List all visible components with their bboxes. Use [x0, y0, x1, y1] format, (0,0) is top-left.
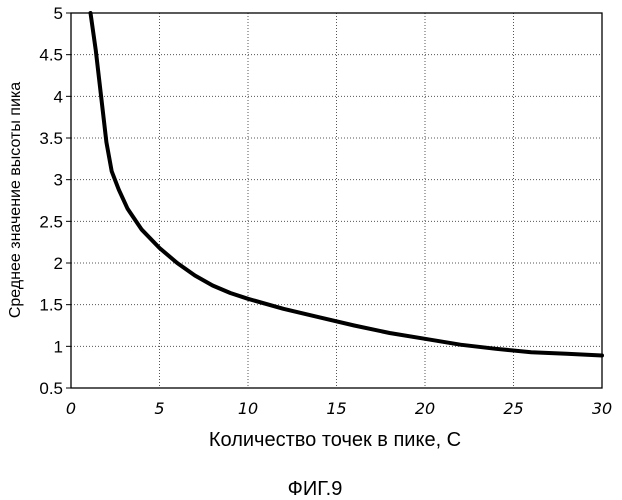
y-tick-label: 2.5 [39, 212, 63, 231]
x-tick-label: 15 [326, 399, 346, 418]
x-tick-label: 10 [238, 399, 258, 418]
y-tick-label: 1 [54, 337, 63, 356]
x-tick-label: 5 [154, 399, 164, 418]
y-tick-label: 2 [54, 254, 63, 273]
figure-caption: ФИГ.9 [288, 478, 343, 500]
y-axis-label: Среднее значение высоты пика [7, 82, 24, 318]
x-tick-label: 0 [66, 399, 76, 418]
grid-lines [71, 13, 602, 388]
y-tick-label: 3.5 [39, 129, 63, 148]
y-tick-labels: 0.5 1 1.5 2 2.5 3 3.5 4 4.5 5 [39, 4, 71, 398]
y-tick-label: 5 [54, 4, 63, 23]
data-curve [91, 13, 603, 356]
x-tick-label: 25 [503, 399, 523, 418]
y-tick-label: 3 [54, 171, 63, 190]
x-tick-label: 30 [592, 399, 612, 418]
y-tick-label: 4 [54, 87, 63, 106]
y-tick-label: 1.5 [39, 296, 63, 315]
x-tick-labels: 0 5 10 15 20 25 30 [66, 399, 612, 418]
x-axis-label: Количество точек в пике, С [209, 429, 461, 451]
x-tick-label: 20 [415, 399, 435, 418]
y-tick-label: 4.5 [39, 46, 63, 65]
y-tick-label: 0.5 [39, 379, 63, 398]
